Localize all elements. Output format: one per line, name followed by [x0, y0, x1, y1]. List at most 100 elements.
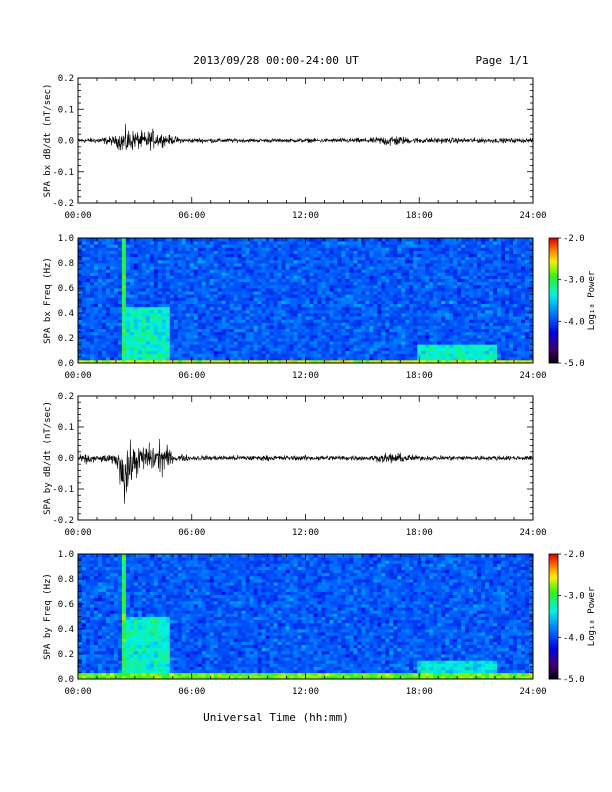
spectrogram-cell — [421, 319, 426, 323]
spectrogram-cell — [465, 331, 470, 336]
spectrogram-cell — [165, 250, 171, 255]
spectrogram-cell — [277, 309, 282, 314]
spectrogram-cell — [357, 325, 362, 330]
spectrogram-cell — [225, 319, 231, 323]
spectrogram-cell — [185, 344, 191, 348]
spectrogram-cell — [341, 325, 346, 330]
spectrogram-cell — [417, 322, 422, 326]
spectrogram-cell — [361, 263, 366, 267]
spectrogram-cell — [201, 347, 207, 351]
spectrogram-cell — [457, 344, 462, 348]
spectrogram-cell — [497, 272, 502, 276]
spectrogram-cell — [397, 278, 402, 283]
spectrogram-cell — [345, 263, 350, 267]
spectrogram-cell — [485, 353, 490, 358]
spectrogram-cell — [185, 238, 191, 242]
spectrogram-cell — [117, 309, 123, 314]
spectrogram-cell — [145, 313, 151, 317]
spectrogram-cell — [333, 350, 338, 355]
spectrogram-cell — [413, 338, 418, 342]
spectrogram-cell — [477, 256, 482, 261]
spectrogram-cell — [309, 253, 314, 258]
spectrogram-cell — [221, 278, 227, 283]
spectrogram-cell — [249, 328, 255, 333]
spectrogram-cell — [193, 266, 199, 270]
spectrogram-cell — [389, 313, 394, 317]
spectrogram-cell — [121, 269, 127, 273]
spectrogram-cell — [441, 350, 446, 355]
spectrogram-cell — [465, 263, 470, 267]
spectrogram-cell — [209, 288, 215, 292]
spectrogram-cell — [401, 316, 406, 320]
spectrogram-cell — [481, 247, 486, 251]
spectrogram-cell — [297, 325, 302, 330]
spectrogram-cell — [525, 272, 530, 276]
spectrogram-cell — [433, 322, 438, 326]
spectrogram-cell — [477, 322, 482, 326]
spectrogram-cell — [78, 263, 83, 267]
spectrogram-cell — [325, 331, 330, 336]
spectrogram-cell — [477, 263, 482, 267]
spectrogram-cell — [249, 288, 255, 292]
spectrogram-cell — [429, 291, 434, 295]
spectrogram-cell — [445, 288, 450, 292]
spectrogram-cell — [225, 325, 231, 330]
spectrogram-cell — [257, 278, 262, 283]
spectrogram-cell — [185, 325, 191, 330]
spectrogram-cell — [189, 259, 195, 264]
spectrogram-cell — [365, 300, 370, 305]
spectrogram-cell — [309, 303, 314, 308]
spectrogram-cell — [117, 294, 123, 298]
spectrogram-cell — [505, 263, 510, 267]
spectrogram-cell — [469, 275, 474, 280]
spectrogram-cell — [145, 291, 151, 295]
spectrogram-cell — [193, 319, 199, 323]
spectrogram-cell — [145, 353, 151, 358]
spectrogram-cell — [369, 319, 374, 323]
spectrogram-cell — [229, 241, 235, 245]
spectrogram-cell — [465, 359, 470, 364]
spectrogram-cell — [205, 313, 211, 317]
spectrogram-cell — [237, 247, 243, 251]
spectrogram-cell — [97, 284, 103, 289]
spectrogram-cell — [205, 256, 211, 261]
spectrogram-cell — [237, 272, 243, 276]
spectrogram-cell — [197, 328, 203, 333]
spectrogram-cell — [457, 284, 462, 289]
spectrogram-cell — [241, 269, 247, 273]
spectrogram-cell — [205, 347, 211, 351]
spectrogram-cell — [273, 338, 278, 342]
spectrogram-cell — [413, 244, 418, 248]
spectrogram-cell — [285, 334, 290, 339]
spectrogram-cell — [421, 244, 426, 248]
spectrogram-cell — [497, 350, 502, 355]
spectrogram-cell — [189, 331, 195, 336]
spectrogram-cell — [229, 288, 235, 292]
spectrogram-cell — [269, 297, 274, 301]
spectrogram-cell — [449, 269, 454, 273]
spectrogram-cell — [309, 328, 314, 333]
spectrogram-cell — [197, 347, 203, 351]
spectrogram-cell — [297, 256, 302, 261]
spectrogram-cell — [397, 284, 402, 289]
spectrogram-cell — [129, 284, 135, 289]
spectrogram-cell — [113, 338, 119, 342]
spectrogram-cell — [105, 288, 111, 292]
spectrogram-cell — [509, 297, 514, 301]
spectrogram-cell — [305, 341, 310, 345]
spectrogram-cell — [449, 338, 454, 342]
spectrogram-cell — [253, 313, 258, 317]
spectrogram-cell — [165, 319, 171, 323]
spectrogram-cell — [513, 359, 518, 364]
spectrogram-cell — [293, 328, 298, 333]
spectrogram-cell — [213, 319, 219, 323]
spectrogram-cell — [217, 356, 223, 361]
spectrogram-cell — [301, 322, 306, 326]
spectrogram-cell — [381, 328, 386, 333]
spectrogram-cell — [105, 284, 111, 289]
spectrogram-cell — [425, 344, 430, 348]
spectrogram-cell — [369, 281, 374, 286]
spectrogram-cell — [217, 297, 223, 301]
spectrogram-cell — [185, 253, 191, 258]
spectrogram-cell — [505, 334, 510, 339]
